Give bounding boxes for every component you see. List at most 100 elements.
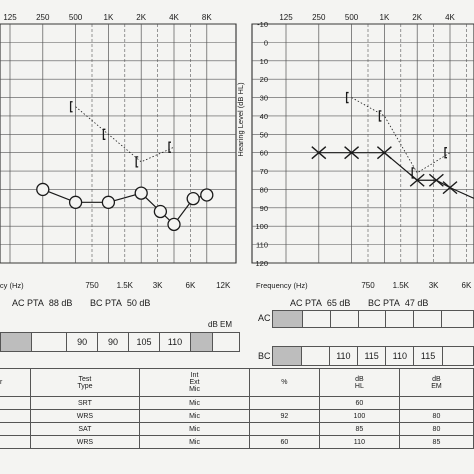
db-em-cell: 80 bbox=[398, 409, 474, 423]
data-point-cross bbox=[311, 146, 327, 160]
plot-frame bbox=[0, 23, 237, 264]
right-bc-pta-value: 47 dB bbox=[404, 298, 429, 308]
left-bc-pta-value: 50 dB bbox=[126, 298, 151, 308]
right-bc-cell: 110 bbox=[328, 346, 359, 366]
x-bottom-tick-label: 6K bbox=[462, 281, 472, 290]
data-point-circle bbox=[101, 195, 116, 209]
data-point-circle bbox=[186, 192, 200, 206]
mic-cell: Mic bbox=[139, 422, 250, 436]
right-bc-row-label: BC bbox=[258, 351, 271, 361]
speech-col-header: Int Ext Mic bbox=[139, 368, 250, 397]
db-hl-cell: 85 bbox=[318, 422, 400, 436]
x-top-tick-label: 500 bbox=[345, 13, 359, 22]
data-point-cross bbox=[344, 146, 360, 160]
y-tick-label: 120 bbox=[255, 259, 268, 268]
x-bottom-tick-label: 6K bbox=[186, 281, 196, 290]
speech-col-header: Test Type bbox=[29, 368, 141, 397]
mic-cell: Mic bbox=[139, 409, 250, 423]
data-point-circle bbox=[153, 204, 168, 219]
data-point-bracket bbox=[444, 147, 447, 159]
x-top-tick-label: 125 bbox=[279, 13, 293, 22]
x-top-tick-label: 250 bbox=[312, 13, 326, 22]
speech-col-header: dB EM bbox=[398, 368, 474, 397]
table-row: SRT Mic 60 bbox=[0, 396, 474, 410]
y-tick-label: 110 bbox=[256, 241, 268, 250]
left-bc-cell: 110 bbox=[158, 332, 191, 352]
db-em-cell: 80 bbox=[398, 422, 474, 436]
data-point-bracket bbox=[168, 141, 171, 153]
x-top-tick-label: 2K bbox=[136, 13, 146, 22]
plot-frame bbox=[251, 23, 474, 264]
data-point-circle bbox=[167, 217, 181, 232]
percent-cell bbox=[248, 422, 320, 436]
x-top-tick-label: 500 bbox=[69, 13, 83, 22]
y-tick-label: 60 bbox=[260, 149, 268, 158]
y-tick-label: 70 bbox=[260, 167, 268, 176]
y-tick-label: 20 bbox=[260, 75, 268, 84]
db-hl-cell: 100 bbox=[318, 409, 400, 423]
data-point-cross bbox=[442, 181, 458, 195]
data-point-bracket bbox=[345, 91, 349, 104]
table-row: WRS Mic 60 110 85 bbox=[0, 435, 474, 449]
y-tick-label: -10 bbox=[257, 20, 268, 29]
left-db-em-header: dB EM bbox=[208, 320, 233, 329]
right-bc-cell: 115 bbox=[356, 346, 387, 366]
x-bottom-tick-label: 750 bbox=[361, 281, 375, 290]
x-bottom-tick-label: 3K bbox=[153, 281, 163, 290]
table-row: SAT Mic 85 80 bbox=[0, 422, 474, 436]
left-bc-pta-label: BC PTA bbox=[90, 298, 122, 308]
y-tick-label: 40 bbox=[260, 112, 268, 121]
data-point-cross bbox=[428, 173, 444, 187]
x-top-tick-label: 125 bbox=[3, 13, 17, 22]
right-ac-pta: AC PTA 65 dB bbox=[290, 298, 350, 308]
right-bc-cell: 110 bbox=[385, 346, 415, 366]
y-tick-label: 0 bbox=[264, 38, 268, 47]
right-bc-pta: BC PTA 47 dB bbox=[368, 298, 428, 308]
left-ac-pta-value: 88 dB bbox=[48, 298, 73, 308]
test-type-cell: WRS bbox=[29, 435, 141, 449]
data-point-bracket bbox=[411, 167, 415, 179]
test-type-cell: SRT bbox=[29, 396, 141, 410]
x-axis-label: Frequency (Hz) bbox=[0, 281, 24, 290]
data-point-bracket bbox=[69, 101, 73, 113]
y-tick-label: 10 bbox=[260, 57, 268, 66]
y-tick-label: 80 bbox=[260, 185, 268, 194]
x-top-tick-label: 1K bbox=[104, 13, 114, 22]
x-top-tick-label: 4K bbox=[169, 13, 179, 22]
speech-audiometry-table: r Test Type Int Ext Mic % dB HL dB EM SR… bbox=[0, 368, 474, 449]
x-top-tick-label: 8K bbox=[202, 13, 212, 22]
data-point-circle bbox=[68, 195, 83, 209]
speech-col-header: dB HL bbox=[318, 368, 400, 397]
y-tick-label: 50 bbox=[260, 130, 268, 139]
percent-cell: 92 bbox=[248, 409, 320, 423]
data-point-bracket bbox=[378, 110, 382, 122]
right-bc-cell: 115 bbox=[413, 346, 443, 366]
x-bottom-tick-label: 1.5K bbox=[117, 281, 134, 290]
y-axis-label: Hearing Level (dB HL) bbox=[236, 82, 245, 157]
left-bc-cell: 90 bbox=[66, 332, 99, 352]
x-top-tick-label: 4K bbox=[445, 13, 455, 22]
speech-col-header: % bbox=[248, 368, 320, 397]
x-bottom-tick-label: 12K bbox=[216, 281, 231, 290]
percent-cell bbox=[248, 396, 320, 410]
left-bc-table: 90 90 105 110 bbox=[0, 332, 240, 352]
right-ac-table bbox=[272, 310, 474, 328]
series-line bbox=[318, 152, 474, 200]
test-type-cell: WRS bbox=[29, 409, 141, 423]
data-point-circle bbox=[134, 186, 148, 200]
left-bc-cell: 105 bbox=[128, 332, 160, 352]
left-bc-cell: 90 bbox=[97, 332, 130, 352]
left-audiogram: 125 250 500 1K 2K 4K 8K 750 1.5K 3K 6K 12K Frequency… bbox=[0, 13, 237, 290]
db-hl-cell: 60 bbox=[318, 396, 400, 410]
y-tick-label: 30 bbox=[260, 94, 268, 103]
speech-col-header: r bbox=[0, 368, 31, 397]
data-point-bracket bbox=[135, 156, 139, 168]
mic-cell: Mic bbox=[139, 435, 250, 449]
series-line bbox=[75, 106, 175, 163]
x-bottom-tick-label: 3K bbox=[429, 281, 439, 290]
data-point-circle bbox=[200, 188, 214, 202]
right-ac-pta-label: AC PTA bbox=[290, 298, 322, 308]
x-bottom-tick-label: 1.5K bbox=[393, 281, 410, 290]
